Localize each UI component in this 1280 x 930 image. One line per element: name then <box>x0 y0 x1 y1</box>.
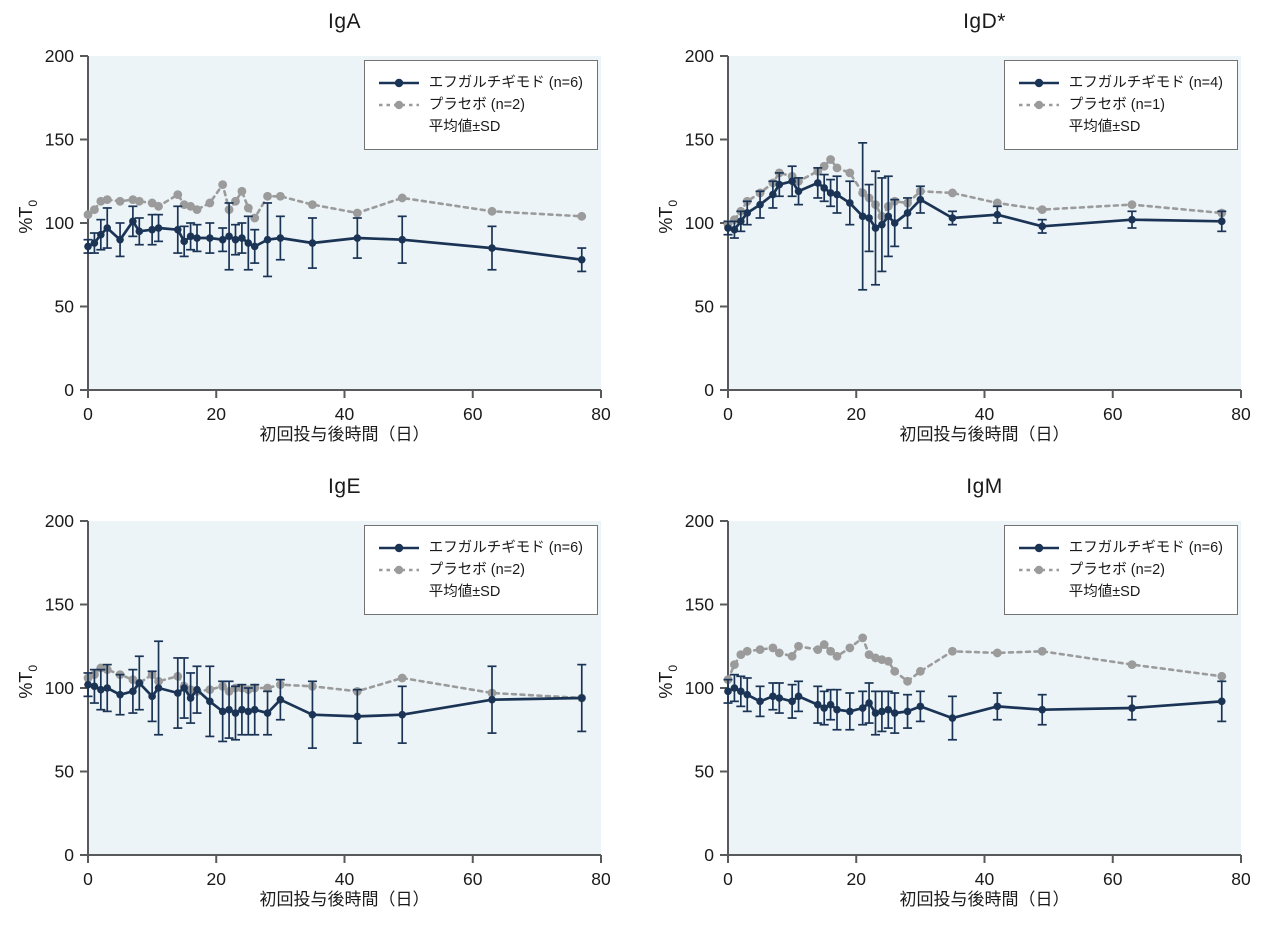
svg-text:0: 0 <box>723 869 733 889</box>
svg-text:0: 0 <box>704 845 714 865</box>
svg-text:40: 40 <box>975 869 995 889</box>
chart-title: IgA <box>327 10 362 33</box>
chart-igd: IgD* %T0 0 50 100 150 200 0 20 40 60 80 初回投与後時間（日… <box>640 0 1280 465</box>
legend-item-treatment: エフガルチギモド (n=4) <box>1017 74 1223 92</box>
svg-text:60: 60 <box>463 869 483 889</box>
placebo-line-icon <box>378 100 419 110</box>
legend-label: プラセボ (n=2) <box>428 96 526 113</box>
svg-text:20: 20 <box>207 869 227 889</box>
legend-item-treatment: エフガルチギモド (n=6) <box>1017 539 1223 557</box>
svg-text:50: 50 <box>695 297 715 317</box>
svg-text:0: 0 <box>64 845 74 865</box>
legend-note: 平均値±SD <box>1017 583 1223 601</box>
svg-text:150: 150 <box>45 595 74 615</box>
placebo-line-icon <box>1018 100 1059 110</box>
legend-label: エフガルチギモド (n=4) <box>1068 74 1223 91</box>
legend-note: 平均値±SD <box>1017 118 1223 136</box>
legend-note: 平均値±SD <box>377 118 583 136</box>
svg-text:100: 100 <box>45 678 74 698</box>
svg-text:0: 0 <box>64 380 74 400</box>
legend-label: エフガルチギモド (n=6) <box>428 539 583 556</box>
svg-text:80: 80 <box>1231 869 1251 889</box>
legend-item-treatment: エフガルチギモド (n=6) <box>377 539 583 557</box>
svg-text:40: 40 <box>335 404 355 424</box>
chart-title: IgE <box>327 475 362 498</box>
legend-note-label: 平均値±SD <box>1068 583 1141 600</box>
legend-label: プラセボ (n=2) <box>428 561 526 578</box>
svg-text:20: 20 <box>207 404 227 424</box>
chart-title: IgD* <box>963 10 1006 33</box>
treatment-line-icon <box>1018 543 1059 553</box>
plot-area: 0 50 100 150 200 0 20 40 60 80 <box>685 46 1251 424</box>
svg-text:20: 20 <box>847 869 867 889</box>
svg-text:150: 150 <box>685 595 714 615</box>
legend: エフガルチギモド (n=6) プラセボ (n=2) 平均値±SD <box>363 525 598 615</box>
svg-text:80: 80 <box>1231 404 1251 424</box>
svg-text:50: 50 <box>55 762 75 782</box>
x-axis-label: 初回投与後時間（日） <box>899 425 1070 444</box>
treatment-line-icon <box>378 78 419 88</box>
svg-text:150: 150 <box>45 130 74 150</box>
chart-igm: IgM %T0 0 50 100 150 200 0 20 40 60 80 初回投与後時間（日）… <box>640 465 1280 930</box>
svg-text:60: 60 <box>463 404 483 424</box>
svg-text:0: 0 <box>723 404 733 424</box>
legend-label: エフガルチギモド (n=6) <box>428 74 583 91</box>
x-axis-label: 初回投与後時間（日） <box>899 890 1070 909</box>
svg-text:100: 100 <box>685 678 714 698</box>
legend-label: プラセボ (n=1) <box>1068 96 1166 113</box>
legend-note-label: 平均値±SD <box>1068 118 1141 135</box>
svg-text:40: 40 <box>975 404 995 424</box>
legend-item-placebo: プラセボ (n=2) <box>377 96 583 114</box>
legend: エフガルチギモド (n=6) プラセボ (n=2) 平均値±SD <box>363 60 598 150</box>
legend-label: エフガルチギモド (n=6) <box>1068 539 1223 556</box>
legend-item-treatment: エフガルチギモド (n=6) <box>377 74 583 92</box>
svg-text:200: 200 <box>685 511 714 531</box>
svg-text:80: 80 <box>591 404 611 424</box>
x-axis-label: 初回投与後時間（日） <box>259 890 430 909</box>
chart-title: IgM <box>966 475 1003 498</box>
treatment-line-icon <box>1018 78 1059 88</box>
legend-item-placebo: プラセボ (n=2) <box>1017 561 1223 579</box>
legend: エフガルチギモド (n=4) プラセボ (n=1) 平均値±SD <box>1003 60 1238 150</box>
legend-label: プラセボ (n=2) <box>1068 561 1166 578</box>
svg-text:60: 60 <box>1103 869 1123 889</box>
legend-item-placebo: プラセボ (n=2) <box>377 561 583 579</box>
legend-item-placebo: プラセボ (n=1) <box>1017 96 1223 114</box>
svg-text:0: 0 <box>83 404 93 424</box>
legend-note-label: 平均値±SD <box>428 118 501 135</box>
svg-text:50: 50 <box>695 762 715 782</box>
svg-text:200: 200 <box>45 511 74 531</box>
legend: エフガルチギモド (n=6) プラセボ (n=2) 平均値±SD <box>1003 525 1238 615</box>
svg-text:40: 40 <box>335 869 355 889</box>
svg-text:0: 0 <box>83 869 93 889</box>
placebo-line-icon <box>1018 565 1059 575</box>
chart-iga: IgA %T0 0 50 100 150 200 0 20 40 60 80 初回投与後時間（日）… <box>0 0 640 465</box>
x-axis-label: 初回投与後時間（日） <box>259 425 430 444</box>
svg-text:60: 60 <box>1103 404 1123 424</box>
legend-note: 平均値±SD <box>377 583 583 601</box>
svg-text:20: 20 <box>847 404 867 424</box>
svg-text:100: 100 <box>45 213 74 233</box>
svg-text:0: 0 <box>704 380 714 400</box>
svg-text:200: 200 <box>685 46 714 66</box>
svg-text:200: 200 <box>45 46 74 66</box>
legend-note-label: 平均値±SD <box>428 583 501 600</box>
svg-text:50: 50 <box>55 297 75 317</box>
chart-ige: IgE %T0 0 50 100 150 200 0 20 40 60 80 初回投与後時間（日）… <box>0 465 640 930</box>
svg-text:100: 100 <box>685 213 714 233</box>
svg-text:150: 150 <box>685 130 714 150</box>
treatment-line-icon <box>378 543 419 553</box>
placebo-line-icon <box>378 565 419 575</box>
svg-text:80: 80 <box>591 869 611 889</box>
